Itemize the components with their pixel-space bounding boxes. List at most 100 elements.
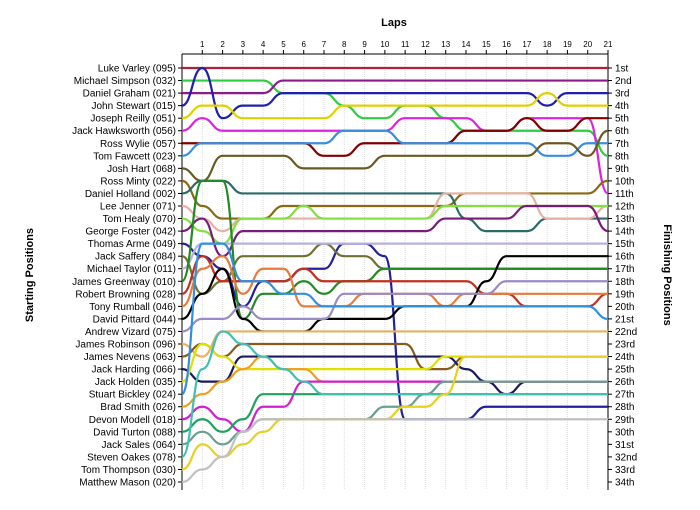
driver-label: Michael Simpson (032) (74, 76, 176, 87)
finishing-position-label: 13th (615, 214, 634, 225)
finishing-position-label: 33rd (615, 465, 635, 476)
driver-label: Luke Varley (095) (98, 64, 176, 75)
series-line (180, 380, 610, 433)
driver-label: Stuart Bickley (024) (89, 390, 176, 401)
finishing-position-label: 22nd (615, 327, 637, 338)
series-line (180, 179, 610, 220)
finishing-position-label: 21st (615, 314, 634, 325)
series-line (180, 280, 610, 333)
lap-tick-label: 8 (342, 40, 347, 49)
driver-label: Steven Oakes (078) (87, 452, 176, 463)
lap-tick-label: 6 (301, 40, 306, 49)
lap-tick-label: 7 (322, 40, 327, 49)
finishing-position-label: 25th (615, 365, 634, 376)
lap-tick-label: 5 (281, 40, 286, 49)
grid (181, 53, 609, 490)
driver-label: Ross Minty (022) (100, 176, 176, 187)
lap-tick-label: 15 (482, 40, 491, 49)
driver-label: Jack Holden (035) (95, 377, 176, 388)
series-line (180, 242, 610, 396)
driver-label: Lee Jenner (071) (100, 202, 176, 213)
series-line (180, 91, 610, 120)
finishing-position-labels: 1st2nd3rd4th5th6th7th8th9th10th11th12th1… (608, 64, 637, 489)
series-line (180, 179, 610, 321)
series-line (180, 66, 610, 120)
finishing-position-label: 4th (615, 101, 629, 112)
lap-tick-label: 17 (522, 40, 531, 49)
lap-tick-label: 11 (401, 40, 410, 49)
driver-label: John Stewart (015) (92, 101, 177, 112)
driver-label: David Turton (088) (93, 427, 176, 438)
finishing-position-label: 17th (615, 264, 634, 275)
driver-label: Andrew Vizard (075) (85, 327, 176, 338)
driver-label: Daniel Graham (021) (83, 89, 176, 100)
finishing-position-label: 1st (615, 64, 629, 75)
finishing-position-label: 11th (615, 189, 634, 200)
lap-tick-label: 12 (421, 40, 430, 49)
series-line (180, 330, 610, 459)
driver-label: George Foster (042) (85, 227, 176, 238)
finishing-position-label: 14th (615, 227, 634, 238)
lap-tick-label: 2 (220, 40, 225, 49)
driver-label: Josh Hart (068) (107, 164, 176, 175)
lap-tick-label: 10 (380, 40, 389, 49)
driver-label: David Pittard (044) (93, 314, 176, 325)
finishing-position-label: 9th (615, 164, 629, 175)
finishing-position-label: 27th (615, 390, 634, 401)
lap-tick-label: 13 (441, 40, 450, 49)
series-line (180, 129, 610, 157)
finishing-positions-axis-title: Finishing Positions (661, 224, 673, 325)
driver-label: Daniel Holland (002) (85, 189, 176, 200)
driver-label: Jack Harding (066) (92, 365, 176, 376)
finishing-position-label: 15th (615, 239, 634, 250)
series-line (180, 255, 610, 333)
finishing-position-label: 23rd (615, 340, 635, 351)
driver-label: Jack Saffery (084) (95, 252, 176, 263)
finishing-position-label: 3rd (615, 89, 629, 100)
driver-label: Brad Smith (026) (100, 402, 176, 413)
lap-tick-label: 14 (462, 40, 471, 49)
driver-label: Thomas Arme (049) (88, 239, 176, 250)
finishing-position-label: 10th (615, 176, 634, 187)
lap-tick-label: 20 (583, 40, 592, 49)
finishing-position-label: 18th (615, 277, 634, 288)
series-line (180, 242, 610, 270)
series-line (180, 117, 610, 195)
finishing-position-label: 26th (615, 377, 634, 388)
series-line (180, 204, 610, 258)
series-line (180, 355, 610, 471)
driver-label: Tom Fawcett (023) (93, 151, 176, 162)
lap-tick-label: 4 (261, 40, 266, 49)
finishing-position-label: 19th (615, 289, 634, 300)
driver-label: Michael Taylor (011) (87, 264, 176, 275)
lap-tick-label: 19 (563, 40, 572, 49)
finishing-position-label: 2nd (615, 76, 632, 87)
driver-label: Devon Modell (018) (89, 415, 176, 426)
lap-tick-label: 21 (604, 40, 613, 49)
finishing-position-label: 32nd (615, 452, 637, 463)
lap-tick-label: 1 (200, 40, 205, 49)
finishing-position-label: 31st (615, 440, 634, 451)
series-line (180, 204, 610, 245)
finishing-position-label: 6th (615, 126, 629, 137)
series-line (180, 355, 610, 396)
finishing-position-label: 30th (615, 427, 634, 438)
series-line (180, 418, 610, 484)
driver-label: Ross Wylie (057) (100, 139, 176, 150)
series-line (180, 129, 610, 183)
series-lines (180, 66, 610, 484)
lap-tick-label: 16 (502, 40, 511, 49)
lap-tick-labels: 1 2 3 4 5 6 7 8 9 10 11 12 13 14 15 16 17 18 19 20 21 (200, 40, 613, 54)
driver-label: Joseph Reilly (051) (90, 114, 176, 125)
driver-label: Tom Thompson (030) (81, 465, 176, 476)
finishing-position-label: 28th (615, 402, 634, 413)
driver-label: James Nevens (063) (84, 352, 176, 363)
driver-label: James Greenway (010) (72, 277, 176, 288)
driver-label: Tom Healy (070) (103, 214, 176, 225)
lap-tick-label: 18 (543, 40, 552, 49)
finishing-position-label: 16th (615, 252, 634, 263)
finishing-position-label: 7th (615, 139, 629, 150)
finishing-position-label: 12th (615, 202, 634, 213)
starting-positions-axis-title: Starting Positions (24, 228, 36, 322)
